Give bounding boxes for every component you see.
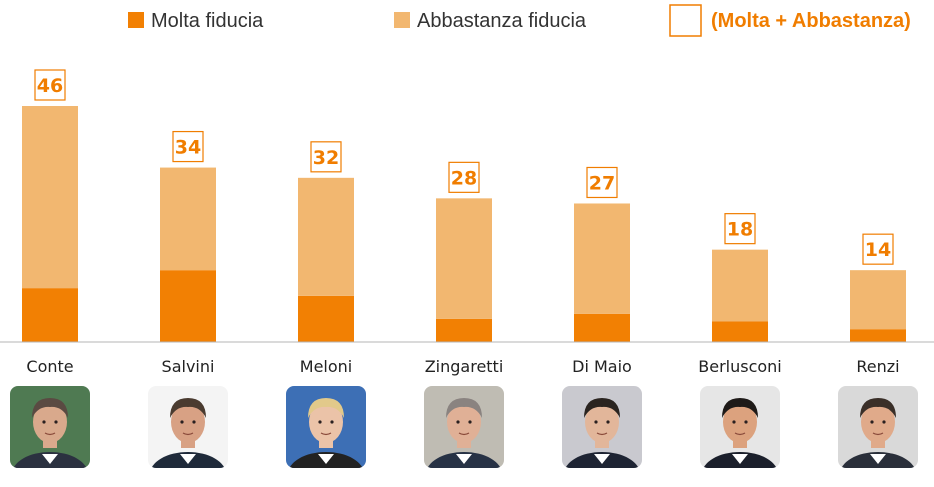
legend-label-molta: Molta fiducia bbox=[151, 10, 264, 32]
photos bbox=[10, 386, 918, 468]
bar-abbastanza bbox=[574, 203, 630, 314]
legend-swatch-abbastanza bbox=[394, 12, 410, 28]
category-label: Salvini bbox=[162, 357, 215, 376]
total-label-box bbox=[586, 166, 618, 199]
bar-molta bbox=[22, 288, 78, 342]
total-label-box bbox=[724, 213, 756, 245]
total-label: 27 bbox=[589, 172, 615, 194]
bar-molta bbox=[574, 313, 630, 342]
legend-swatch-totals bbox=[669, 4, 702, 37]
total-label-box bbox=[172, 130, 204, 163]
bar-group: 34 bbox=[160, 130, 216, 342]
total-label-box bbox=[448, 161, 480, 193]
category-label: Zingaretti bbox=[425, 357, 504, 376]
bar-group: 18 bbox=[712, 213, 768, 342]
bars: 46 34 32 28 27 18 14 bbox=[22, 69, 906, 342]
portrait-photo bbox=[424, 386, 504, 468]
total-label: 28 bbox=[451, 167, 477, 189]
bar-molta bbox=[298, 295, 354, 342]
bar-group: 27 bbox=[574, 166, 630, 342]
category-label: Meloni bbox=[300, 357, 352, 376]
bar-abbastanza bbox=[712, 249, 768, 322]
legend-label-abbastanza: Abbastanza fiducia bbox=[417, 10, 587, 32]
total-label-box bbox=[34, 69, 66, 101]
total-label: 34 bbox=[175, 137, 201, 159]
category-label: Renzi bbox=[856, 357, 899, 376]
portrait-photo bbox=[562, 386, 642, 468]
portrait-photo bbox=[700, 386, 780, 468]
bar-molta bbox=[436, 318, 492, 342]
bar-group: 28 bbox=[436, 161, 492, 342]
total-label: 46 bbox=[37, 75, 63, 97]
total-label: 14 bbox=[865, 239, 891, 261]
portrait-photo bbox=[838, 386, 918, 468]
category-labels: Conte Salvini Meloni Zingaretti Di Maio Berlu… bbox=[26, 357, 899, 376]
portrait-photo bbox=[286, 386, 366, 468]
legend-swatch-molta bbox=[128, 12, 144, 28]
total-label: 32 bbox=[313, 147, 339, 169]
total-label-box bbox=[862, 233, 894, 265]
portrait-photo bbox=[10, 386, 90, 468]
bar-abbastanza bbox=[436, 198, 492, 319]
portrait-photo bbox=[148, 386, 228, 468]
bar-molta bbox=[850, 329, 906, 342]
total-label-box bbox=[310, 141, 342, 173]
category-label: Conte bbox=[26, 357, 73, 376]
total-label: 18 bbox=[727, 219, 753, 241]
legend-label-totals: (Molta + Abbastanza) bbox=[711, 10, 911, 32]
legend: Molta fiducia Abbastanza fiducia (Molta … bbox=[128, 4, 911, 37]
bar-group: 32 bbox=[298, 141, 354, 342]
bar-molta bbox=[160, 270, 216, 342]
bar-abbastanza bbox=[160, 167, 216, 271]
category-label: Berlusconi bbox=[698, 357, 782, 376]
bar-abbastanza bbox=[298, 177, 354, 296]
bar-molta bbox=[712, 321, 768, 342]
bar-group: 14 bbox=[850, 233, 906, 342]
category-label: Di Maio bbox=[572, 357, 632, 376]
bar-abbastanza bbox=[22, 106, 78, 289]
bar-group: 46 bbox=[22, 69, 78, 342]
bar-abbastanza bbox=[850, 270, 906, 330]
